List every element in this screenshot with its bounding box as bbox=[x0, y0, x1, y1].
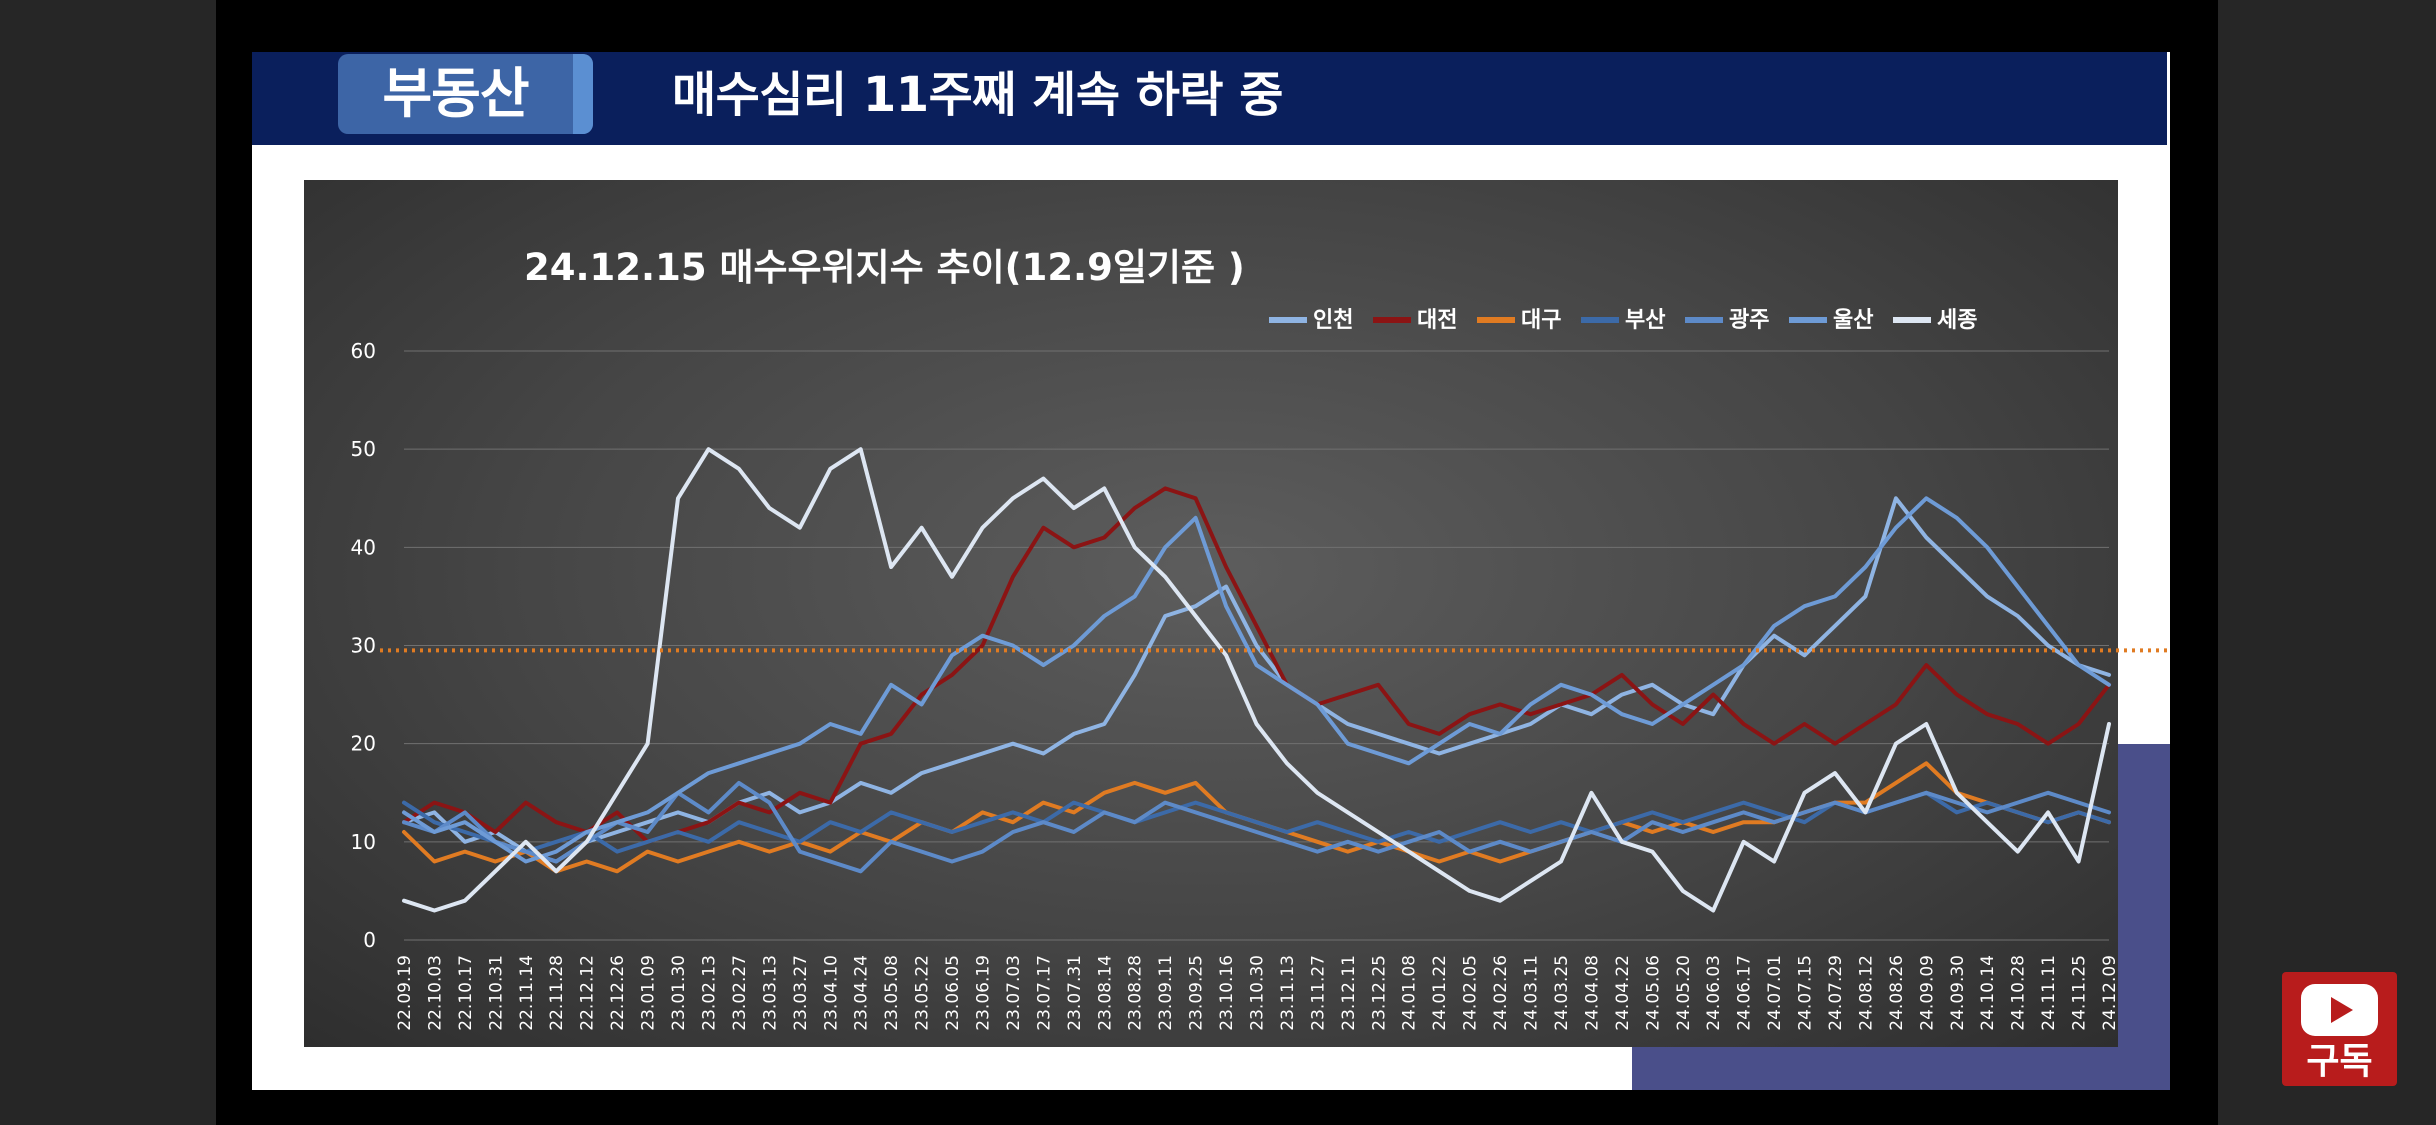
x-tick-label: 23.04.24 bbox=[852, 955, 872, 1031]
series-line bbox=[402, 790, 2111, 854]
x-tick-label: 22.10.17 bbox=[456, 955, 476, 1031]
x-tick-label: 23.01.30 bbox=[669, 955, 689, 1031]
subscribe-label: 구독 bbox=[2306, 1041, 2373, 1082]
series-line bbox=[402, 447, 2111, 913]
x-tick-label: 24.07.01 bbox=[1765, 955, 1785, 1031]
x-tick-label: 23.10.30 bbox=[1248, 955, 1268, 1031]
x-tick-label: 22.11.28 bbox=[547, 955, 567, 1031]
subscribe-button[interactable]: 구독 bbox=[2282, 972, 2397, 1086]
series-line bbox=[402, 780, 2111, 874]
y-tick-label: 30 bbox=[351, 634, 376, 658]
legend-label: 광주 bbox=[1729, 308, 1769, 333]
x-tick-label: 24.09.30 bbox=[1948, 955, 1968, 1031]
x-tick-label: 22.12.12 bbox=[578, 955, 598, 1031]
x-tick-label: 23.05.08 bbox=[882, 955, 902, 1031]
x-tick-label: 23.05.22 bbox=[913, 955, 933, 1031]
headline: 매수심리 11주째 계속 하락 중 bbox=[672, 67, 1283, 123]
x-tick-label: 24.04.08 bbox=[1582, 955, 1602, 1031]
y-tick-label: 40 bbox=[351, 535, 376, 559]
x-tick-label: 23.02.13 bbox=[699, 955, 719, 1031]
x-tick-label: 23.12.25 bbox=[1369, 955, 1389, 1031]
x-tick-label: 22.11.14 bbox=[517, 955, 537, 1031]
x-tick-label: 24.05.20 bbox=[1674, 955, 1694, 1031]
x-tick-label: 24.01.08 bbox=[1400, 955, 1420, 1031]
legend-label: 대구 bbox=[1521, 308, 1561, 333]
y-tick-label: 20 bbox=[351, 732, 376, 756]
x-tick-label: 24.06.17 bbox=[1735, 955, 1755, 1031]
x-tick-label: 23.11.13 bbox=[1278, 955, 1298, 1031]
x-tick-label: 23.06.19 bbox=[973, 955, 993, 1031]
y-tick-label: 50 bbox=[351, 437, 376, 461]
x-tick-label: 22.12.26 bbox=[608, 955, 628, 1031]
category-tag: 부동산 bbox=[338, 54, 593, 134]
play-icon bbox=[2301, 984, 2378, 1036]
x-tick-label: 22.10.03 bbox=[425, 955, 445, 1031]
series-line bbox=[402, 496, 2111, 864]
series-line bbox=[402, 496, 2111, 864]
x-tick-label: 23.08.28 bbox=[1126, 955, 1146, 1031]
x-tick-label: 24.10.28 bbox=[2009, 955, 2029, 1031]
y-tick-label: 10 bbox=[351, 830, 376, 854]
x-tick-label: 24.06.03 bbox=[1704, 955, 1724, 1031]
left-letterbox bbox=[0, 0, 216, 1125]
x-tick-label: 24.07.15 bbox=[1796, 955, 1816, 1031]
x-tick-label: 23.03.13 bbox=[760, 955, 780, 1031]
x-tick-label: 24.11.25 bbox=[2070, 955, 2090, 1031]
x-tick-label: 24.09.09 bbox=[1917, 955, 1937, 1031]
x-tick-label: 24.02.05 bbox=[1461, 955, 1481, 1031]
x-tick-label: 24.04.22 bbox=[1613, 955, 1633, 1031]
x-tick-label: 22.09.19 bbox=[395, 955, 415, 1031]
legend-label: 인천 bbox=[1313, 308, 1353, 333]
x-tick-label: 24.07.29 bbox=[1826, 955, 1846, 1031]
y-tick-label: 60 bbox=[351, 339, 376, 363]
legend-label: 대전 bbox=[1417, 308, 1457, 333]
x-tick-label: 24.03.11 bbox=[1522, 955, 1542, 1031]
right-letterbox bbox=[2218, 0, 2436, 1125]
x-tick-label: 23.08.14 bbox=[1095, 955, 1115, 1031]
x-tick-label: 24.10.14 bbox=[1978, 955, 1998, 1031]
x-tick-label: 24.11.11 bbox=[2039, 955, 2059, 1031]
x-tick-label: 22.10.31 bbox=[486, 955, 506, 1031]
category-tag-accent bbox=[573, 54, 593, 134]
x-tick-label: 24.08.26 bbox=[1887, 955, 1907, 1031]
x-tick-label: 24.03.25 bbox=[1552, 955, 1572, 1031]
chart-title: 24.12.15 매수우위지수 추이(12.9일기준 ) bbox=[524, 246, 1245, 289]
x-tick-label: 23.06.05 bbox=[943, 955, 963, 1031]
header-bar: 부동산 매수심리 11주째 계속 하락 중 bbox=[252, 52, 2167, 145]
x-tick-label: 23.04.10 bbox=[821, 955, 841, 1031]
x-tick-label: 23.09.11 bbox=[1156, 955, 1176, 1031]
y-tick-label: 0 bbox=[363, 928, 376, 952]
legend-label: 세종 bbox=[1937, 308, 1977, 333]
x-tick-label: 23.03.27 bbox=[791, 955, 811, 1031]
x-tick-label: 23.10.16 bbox=[1217, 955, 1237, 1031]
x-tick-label: 23.12.11 bbox=[1339, 955, 1359, 1031]
x-tick-label: 24.12.09 bbox=[2100, 955, 2118, 1031]
x-tick-label: 23.09.25 bbox=[1187, 955, 1207, 1031]
series-line bbox=[402, 486, 2111, 844]
x-tick-label: 23.02.27 bbox=[730, 955, 750, 1031]
x-tick-label: 24.08.12 bbox=[1856, 955, 1876, 1031]
x-tick-label: 24.05.06 bbox=[1643, 955, 1663, 1031]
x-tick-label: 24.02.26 bbox=[1491, 955, 1511, 1031]
x-tick-label: 23.07.03 bbox=[1004, 955, 1024, 1031]
legend-label: 울산 bbox=[1833, 308, 1873, 333]
x-tick-label: 23.07.17 bbox=[1034, 955, 1054, 1031]
legend-label: 부산 bbox=[1625, 308, 1665, 333]
x-tick-label: 23.01.09 bbox=[639, 955, 659, 1031]
category-tag-label: 부동산 bbox=[382, 62, 529, 125]
x-tick-label: 24.01.22 bbox=[1430, 955, 1450, 1031]
x-tick-label: 23.11.27 bbox=[1308, 955, 1328, 1031]
x-tick-label: 23.07.31 bbox=[1065, 955, 1085, 1031]
chart-panel: 24.12.15 매수우위지수 추이(12.9일기준 ) 0 10 20 30 40 50 6… bbox=[304, 180, 2120, 1047]
line-chart: 24.12.15 매수우위지수 추이(12.9일기준 ) 0 10 20 30 40 50 6… bbox=[351, 246, 2120, 1031]
